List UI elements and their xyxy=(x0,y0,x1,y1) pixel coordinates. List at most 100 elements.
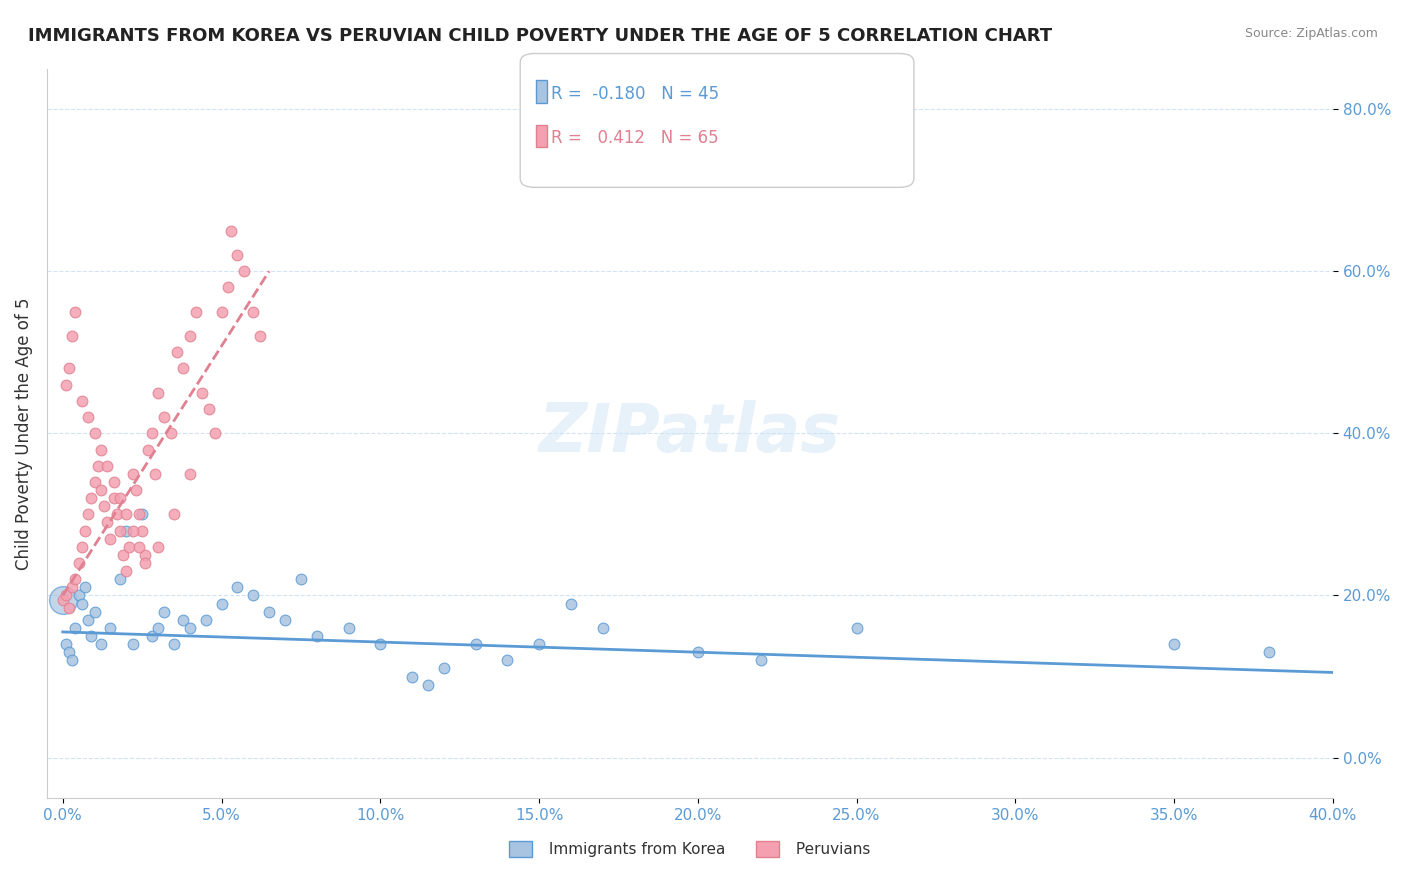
Point xyxy=(257,605,280,619)
Point xyxy=(274,613,297,627)
Point xyxy=(179,329,201,343)
Point xyxy=(141,426,163,441)
Text: R =  -0.180   N = 45: R = -0.180 N = 45 xyxy=(551,85,720,103)
Point xyxy=(143,467,166,481)
Point xyxy=(527,637,550,651)
Point xyxy=(204,426,226,441)
Point xyxy=(146,621,169,635)
Point xyxy=(232,264,254,278)
Point xyxy=(184,304,207,318)
Point xyxy=(592,621,614,635)
Point xyxy=(121,524,143,538)
Point xyxy=(146,540,169,554)
Point xyxy=(163,637,186,651)
Point xyxy=(103,491,125,505)
Point xyxy=(83,475,105,489)
Point xyxy=(96,516,118,530)
Point xyxy=(83,605,105,619)
Y-axis label: Child Poverty Under the Age of 5: Child Poverty Under the Age of 5 xyxy=(15,297,32,570)
Point xyxy=(146,385,169,400)
Point xyxy=(52,592,75,607)
Point xyxy=(242,304,264,318)
Point xyxy=(153,605,176,619)
Point xyxy=(138,442,160,457)
Point xyxy=(58,645,80,659)
Point xyxy=(77,410,100,425)
Point xyxy=(134,548,156,562)
Point xyxy=(226,580,249,594)
Point xyxy=(290,572,312,586)
Point xyxy=(90,637,112,651)
Point xyxy=(131,508,153,522)
Point xyxy=(80,491,103,505)
Point xyxy=(115,508,138,522)
Point xyxy=(108,572,131,586)
Point xyxy=(65,572,87,586)
Point xyxy=(55,589,77,603)
Point xyxy=(60,580,83,594)
Point xyxy=(179,621,201,635)
Point xyxy=(86,458,108,473)
Point xyxy=(58,600,80,615)
Point xyxy=(217,280,239,294)
Point xyxy=(93,500,115,514)
Point xyxy=(58,361,80,376)
Point xyxy=(121,467,143,481)
Point xyxy=(401,669,423,683)
Point xyxy=(845,621,868,635)
Point xyxy=(70,597,93,611)
Point xyxy=(337,621,360,635)
Point xyxy=(118,540,141,554)
Point xyxy=(134,556,156,570)
Point xyxy=(141,629,163,643)
Point xyxy=(55,637,77,651)
Point xyxy=(179,467,201,481)
Point xyxy=(128,540,150,554)
Point xyxy=(219,224,242,238)
Point xyxy=(191,385,214,400)
Point xyxy=(108,491,131,505)
Point xyxy=(70,540,93,554)
Point xyxy=(211,304,233,318)
Point xyxy=(249,329,271,343)
Text: Source: ZipAtlas.com: Source: ZipAtlas.com xyxy=(1244,27,1378,40)
Point xyxy=(52,592,75,607)
Point xyxy=(172,361,194,376)
Point xyxy=(70,393,93,408)
Point xyxy=(153,410,176,425)
Point xyxy=(749,653,772,667)
Point xyxy=(198,402,221,417)
Point xyxy=(1258,645,1281,659)
Point xyxy=(65,304,87,318)
Point xyxy=(242,589,264,603)
Point xyxy=(90,483,112,497)
Point xyxy=(163,508,186,522)
Point xyxy=(100,621,122,635)
Point xyxy=(80,629,103,643)
Point xyxy=(211,597,233,611)
Point xyxy=(96,458,118,473)
Text: ZIPatlas: ZIPatlas xyxy=(538,401,841,467)
Point xyxy=(67,589,90,603)
Text: IMMIGRANTS FROM KOREA VS PERUVIAN CHILD POVERTY UNDER THE AGE OF 5 CORRELATION C: IMMIGRANTS FROM KOREA VS PERUVIAN CHILD … xyxy=(28,27,1052,45)
Point xyxy=(128,508,150,522)
Point xyxy=(73,580,96,594)
Point xyxy=(496,653,519,667)
Point xyxy=(121,637,143,651)
Point xyxy=(60,653,83,667)
Point xyxy=(305,629,328,643)
Point xyxy=(103,475,125,489)
Point xyxy=(115,524,138,538)
Point xyxy=(77,613,100,627)
Point xyxy=(115,564,138,578)
Point xyxy=(464,637,486,651)
Point xyxy=(73,524,96,538)
Point xyxy=(166,345,188,359)
Point xyxy=(172,613,194,627)
Point xyxy=(83,426,105,441)
Point xyxy=(226,248,249,262)
Point xyxy=(125,483,148,497)
Point xyxy=(159,426,181,441)
Point xyxy=(433,661,456,675)
Point xyxy=(1163,637,1185,651)
